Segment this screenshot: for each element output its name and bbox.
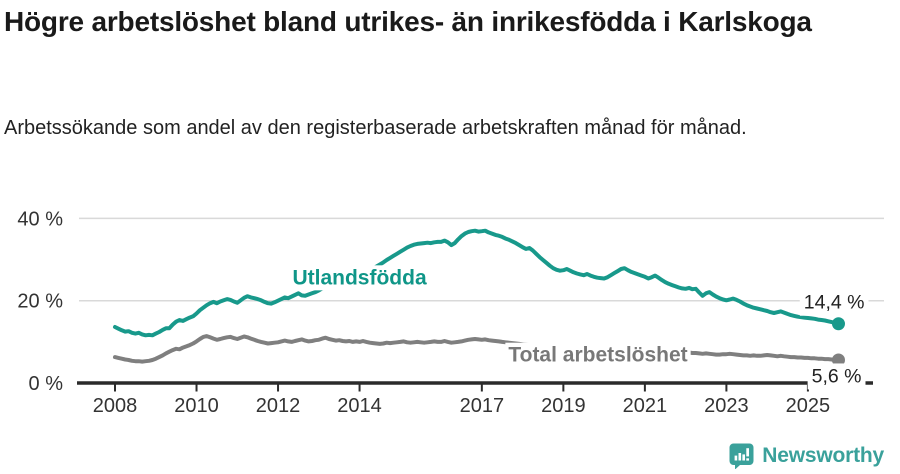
series-line-total [113, 334, 841, 364]
x-axis-label: 2010 [174, 395, 219, 417]
label-mask [505, 342, 691, 368]
end-dot-utlandsfodda [831, 317, 845, 331]
y-axis-label: 40 % [17, 208, 63, 230]
x-axis-label: 2008 [93, 395, 138, 417]
x-axis-label: 2025 [786, 395, 831, 417]
end-dot-total [831, 353, 845, 367]
brand-name: Newsworthy [762, 443, 884, 467]
newsworthy-logo: Newsworthy [728, 442, 884, 469]
end-value-label: 14,4 % [804, 292, 865, 314]
series-line-utlandsfodda [113, 228, 841, 338]
label-mask [289, 265, 430, 291]
y-axis-label: 0 % [29, 373, 64, 395]
x-axis-label: 2019 [541, 395, 586, 417]
bar-chart-speech-bubble-icon [729, 443, 754, 469]
end-value-label: 5,6 % [812, 365, 862, 387]
x-axis-label: 2014 [337, 395, 382, 417]
label-mask [807, 363, 866, 390]
label-mask [799, 289, 869, 316]
page-title: Högre arbetslöshet bland utrikes- än inr… [4, 6, 812, 37]
series-label-utlandsfodda: Utlandsfödda [292, 266, 426, 289]
x-axis-label: 2017 [460, 395, 505, 417]
y-axis-label: 20 % [17, 291, 63, 313]
x-axis-label: 2023 [704, 395, 749, 417]
series-label-total: Total arbetslöshet [508, 344, 687, 367]
x-axis-label: 2021 [623, 395, 668, 417]
page-subtitle: Arbetssökande som andel av den registerb… [4, 117, 747, 139]
x-axis-label: 2012 [256, 395, 301, 417]
